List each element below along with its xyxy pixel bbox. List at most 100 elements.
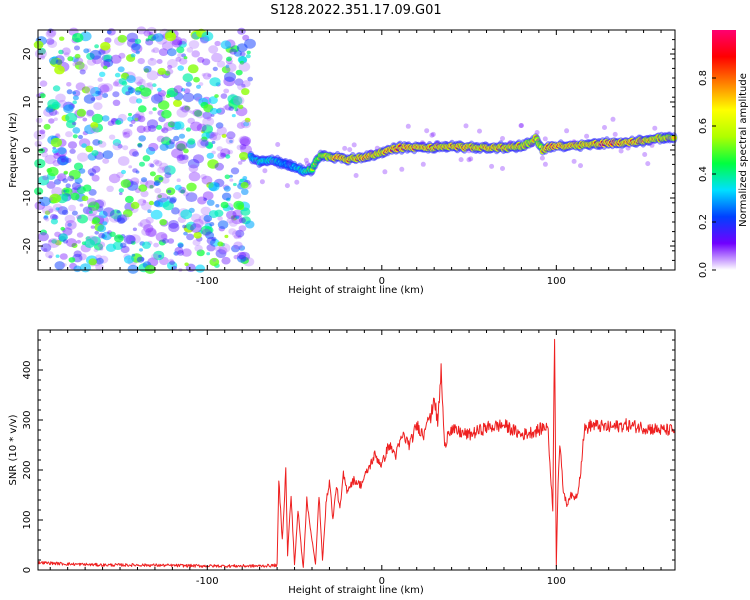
spectrogram-noise-cell — [201, 58, 211, 66]
snr-x-ticks: -100 0 100 — [49, 330, 662, 587]
spectrogram-noise-cell — [57, 173, 67, 182]
spectrogram-noise-cell — [72, 91, 77, 95]
spectrogram-noise-cells — [33, 26, 256, 274]
spectrogram-noise-cell — [135, 113, 140, 117]
spectrogram-noise-cell — [176, 154, 185, 162]
spectrogram-noise-cell — [197, 56, 205, 63]
spectrogram-noise-cell — [73, 57, 84, 66]
spectrogram-noise-cell — [121, 169, 126, 175]
spectrogram-noise-cell — [183, 191, 189, 197]
spectrogram-noise-cell — [206, 252, 211, 256]
spectrogram-noise-cell — [44, 210, 51, 215]
spectrogram-noise-cell — [197, 196, 207, 205]
spectrogram-noise-cell — [180, 209, 193, 220]
spectrogram-noise-cell — [175, 56, 182, 62]
spectrogram-noise-cell — [210, 113, 215, 117]
spectrogram-noise-cell — [173, 99, 182, 107]
spectrogram-faint-cell — [637, 138, 643, 144]
spectrogram-noise-cell — [39, 129, 46, 135]
snr-x-axis-label: Height of straight line (km) — [288, 585, 424, 596]
spectrogram-noise-cell — [238, 61, 251, 72]
spectrogram-noise-cell — [193, 76, 200, 83]
spectrogram-noise-cell — [78, 63, 88, 72]
spectrogram-x-axis-label: Height of straight line (km) — [288, 285, 424, 296]
spectrogram-noise-cell — [237, 55, 247, 64]
spectrogram-noise-cell — [72, 62, 77, 67]
spectrogram-noise-cell — [160, 233, 167, 239]
spectrogram-noise-cell — [239, 178, 244, 183]
spectrogram-noise-cell — [138, 78, 146, 85]
spectrogram-faint-cell — [399, 166, 405, 172]
spectrogram-noise-cell — [209, 257, 220, 267]
spectrogram-noise-cell — [190, 121, 202, 132]
spectrogram-noise-cell — [227, 149, 234, 155]
spectrogram-noise-cell — [65, 183, 71, 188]
spectrogram-noise-cell — [187, 158, 200, 169]
spectrogram-noise-cell — [106, 30, 112, 35]
spectrogram-noise-cell — [209, 77, 221, 87]
spectrogram-noise-cell — [153, 200, 161, 207]
spectrogram-noise-cell — [46, 181, 56, 189]
spectrogram-noise-cell — [58, 49, 64, 55]
spectrogram-noise-cell — [147, 82, 153, 87]
spectrogram-noise-cell — [161, 128, 165, 132]
spectrogram-noise-cell — [196, 249, 205, 257]
spectrogram-noise-cell — [99, 214, 104, 219]
spectrogram-noise-cell — [127, 264, 139, 274]
spectrogram-noise-cell — [147, 209, 152, 213]
spectrogram-noise-cell — [245, 220, 255, 229]
spectrogram-noise-cell — [221, 256, 231, 265]
colorbar-tick-label: 0.6 — [698, 118, 709, 134]
spectrogram-noise-cell — [149, 171, 156, 177]
spectrogram-noise-cell — [173, 85, 184, 94]
spectrogram-noise-cell — [132, 151, 140, 157]
spectrogram-noise-cell — [183, 88, 191, 94]
spectrogram-noise-cell — [176, 46, 185, 54]
spectrogram-noise-cell — [50, 213, 58, 221]
spectrogram-noise-cell — [134, 90, 141, 96]
spectrogram-noise-cell — [82, 117, 88, 122]
spectrogram-noise-cell — [67, 222, 72, 227]
spectrogram-noise-cell — [74, 45, 80, 51]
spectrogram-noise-cell — [159, 143, 169, 151]
spectrogram-noise-cell — [144, 264, 156, 274]
spectrogram-noise-cell — [161, 41, 174, 51]
spectrogram-noise-cell — [153, 33, 164, 42]
spectrogram-noise-cell — [54, 261, 65, 270]
spectrogram-noise-cell — [214, 209, 224, 217]
spectrogram-noise-cell — [176, 143, 186, 151]
spectrogram-noise-cell — [59, 253, 68, 260]
spectrogram-noise-cell — [122, 132, 131, 139]
spectrogram-noise-cell — [178, 133, 186, 139]
spectrogram-noise-cell — [60, 226, 65, 231]
spectrogram-noise-cell — [138, 184, 148, 192]
snr-y-tick-label: 0 — [22, 567, 33, 573]
spectrogram-noise-cell — [33, 130, 46, 140]
spectrogram-noise-cell — [186, 47, 194, 53]
spectrogram-noise-cell — [183, 231, 188, 236]
spectrogram-noise-cell — [95, 257, 104, 265]
spectrogram-noise-cell — [50, 218, 59, 225]
spectrogram-noise-cell — [207, 159, 219, 169]
spectrogram-noise-cell — [153, 242, 160, 248]
spectrogram-noise-cell — [210, 132, 217, 137]
spectrogram-x-ticks: -100 0 100 — [49, 30, 662, 287]
spectrogram-noise-cell — [37, 232, 49, 242]
spectrogram-noise-cell — [201, 228, 211, 237]
spectrogram-noise-cell — [147, 229, 157, 238]
spectrogram-noise-cell — [98, 210, 108, 219]
spectrogram-noise-cell — [237, 27, 246, 35]
spectrogram-noise-cell — [56, 156, 69, 166]
spectrogram-noise-cell — [52, 85, 61, 92]
spectrogram-noise-cell — [146, 26, 157, 36]
spectrogram-noise-cell — [148, 162, 154, 167]
spectrogram-faint-cell — [419, 140, 425, 146]
spectrogram-faint-cell — [269, 159, 275, 165]
spectrogram-noise-cell — [186, 233, 195, 241]
spectrogram-noise-cell — [62, 178, 68, 183]
spectrogram-noise-cell — [190, 110, 195, 115]
spectrogram-noise-cell — [71, 210, 78, 216]
spectrogram-noise-cell — [130, 53, 136, 58]
spectrogram-noise-cell — [68, 169, 81, 180]
